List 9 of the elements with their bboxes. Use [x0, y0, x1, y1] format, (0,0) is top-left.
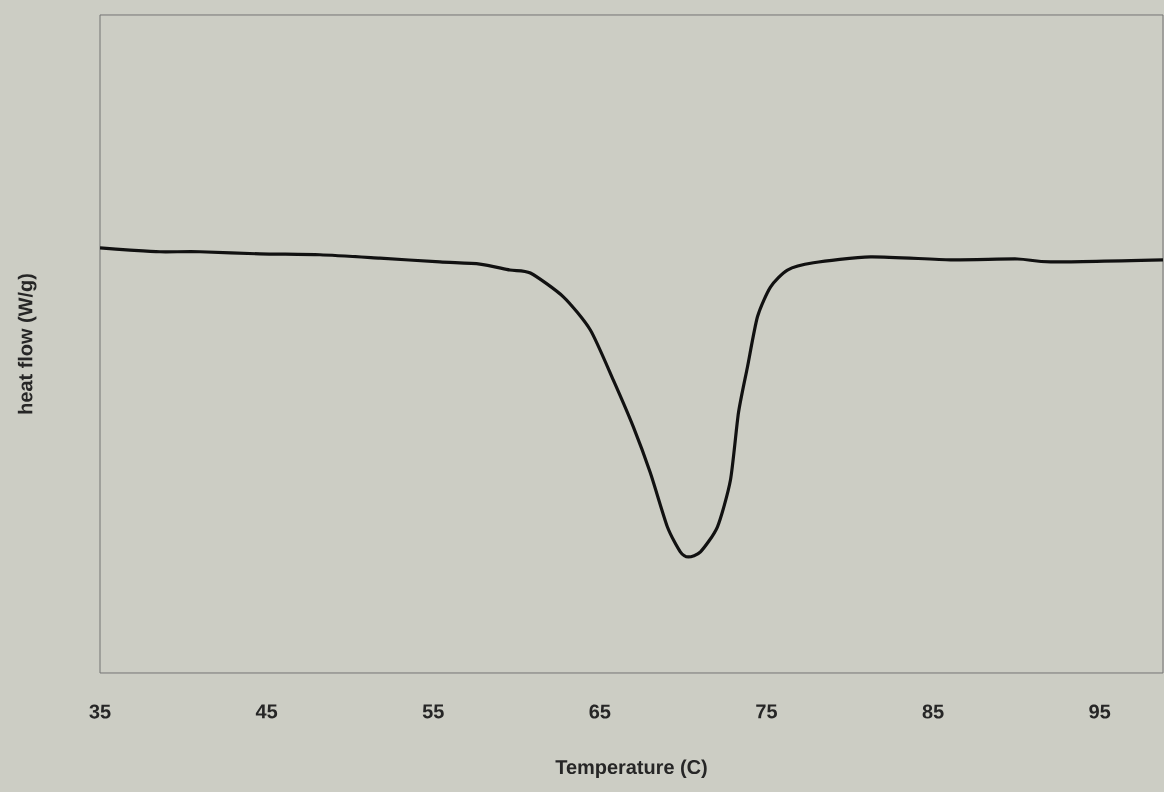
x-tick-label: 45: [255, 704, 278, 719]
x-tick-label: 95: [1089, 704, 1111, 719]
x-axis-title: Temperature (C): [555, 759, 707, 779]
y-axis-title: heat flow (W/g): [17, 274, 37, 414]
x-tick-label: 35: [89, 704, 111, 719]
x-tick-label: 65: [589, 704, 611, 719]
x-tick-label: 85: [922, 704, 944, 719]
x-tick-label: 75: [756, 704, 777, 719]
x-tick-label: 55: [422, 704, 444, 719]
